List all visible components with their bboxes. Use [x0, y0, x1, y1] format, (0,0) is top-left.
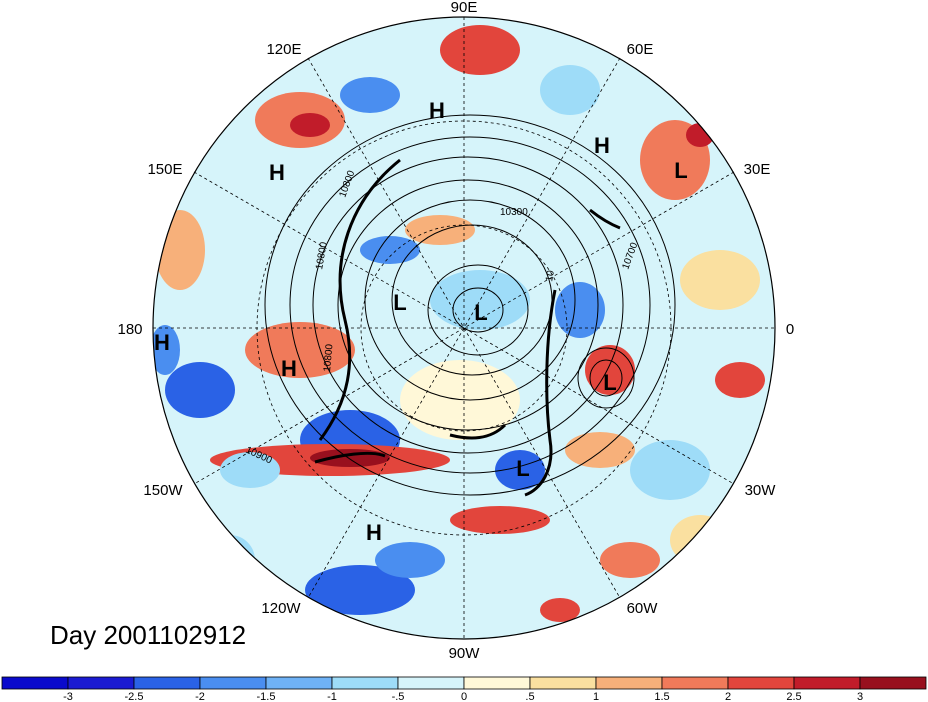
lon-label-0: 0: [786, 321, 794, 338]
contour-label: 10: [544, 269, 557, 282]
day-title: Day 2001102912: [50, 620, 247, 650]
high-marker: H: [429, 98, 445, 123]
colorbar-tick-label: -1: [327, 691, 337, 702]
polar-stereographic-map: 90E 60E 30E 0 30W 60W 90W 120W 150W 180 …: [117, 0, 794, 662]
colorbar-tick-label: 3: [857, 691, 863, 702]
colorbar-box: [331, 676, 399, 690]
colorbar-box: [463, 676, 531, 690]
low-marker: L: [393, 290, 406, 315]
jet-contours: [314, 158, 621, 497]
colorbar-tick-label: -.5: [392, 691, 405, 702]
colorbar-box: [727, 676, 795, 690]
colorbar-box: [793, 676, 861, 690]
colorbar-tick-label: 2.5: [786, 691, 801, 702]
lon-label-120w: 120W: [261, 600, 301, 617]
graticule: [153, 17, 775, 639]
colorbar-box: [199, 676, 267, 690]
low-marker: L: [516, 456, 529, 481]
lon-label-120e: 120E: [266, 41, 301, 58]
contour-label: 10800: [322, 343, 335, 372]
high-marker: H: [269, 160, 285, 185]
colorbar-box: [529, 676, 597, 690]
colorbar-tick-label: .5: [525, 691, 534, 702]
high-marker: H: [154, 330, 170, 355]
colorbar-tick-label: 0: [461, 691, 467, 702]
high-marker: H: [594, 133, 610, 158]
low-marker: L: [474, 300, 487, 325]
colorbar-box: [859, 676, 927, 690]
colorbar-box: [661, 676, 729, 690]
colorbar-boxes: [1, 676, 927, 690]
colorbar-labels: -3 -2.5 -2 -1.5 -1 -.5 0 .5 1 1.5 2 2.5 3: [63, 691, 863, 702]
lon-label-150w: 150W: [143, 482, 183, 499]
lon-label-60e: 60E: [627, 41, 654, 58]
colorbar-box: [67, 676, 135, 690]
low-marker: L: [603, 370, 616, 395]
high-marker: H: [281, 356, 297, 381]
longitude-labels: 90E 60E 30E 0 30W 60W 90W 120W 150W 180 …: [117, 0, 794, 662]
lon-label-30e: 30E: [744, 161, 771, 178]
colorbar-tick-label: -2: [195, 691, 205, 702]
contour-label: 10800: [314, 241, 330, 271]
low-marker: L: [674, 158, 687, 183]
height-contours: [264, 114, 676, 496]
colorbar-box: [133, 676, 201, 690]
map-boundary: [152, 16, 776, 640]
lon-label-60w: 60W: [627, 600, 659, 617]
colorbar-box: [595, 676, 663, 690]
lon-label-30w: 30W: [745, 482, 777, 499]
colorbar-tick-label: 2: [725, 691, 731, 702]
pressure-system-markers: H H H L L L H H L L H: [154, 98, 688, 545]
lon-label-90e: 90E: [451, 0, 478, 16]
colorbar-tick-label: -2.5: [125, 691, 144, 702]
colorbar-box: [1, 676, 69, 690]
high-marker: H: [366, 520, 382, 545]
colorbar-tick-label: -1.5: [257, 691, 276, 702]
colorbar-box: [265, 676, 333, 690]
colorbar-box: [397, 676, 465, 690]
colorbar-tick-label: -3: [63, 691, 73, 702]
lon-label-180: 180: [117, 321, 142, 338]
colorbar-tick-label: 1: [593, 691, 599, 702]
lon-label-90w: 90W: [449, 645, 481, 662]
lon-label-150e: 150E: [147, 161, 182, 178]
colorbar: -3 -2.5 -2 -1.5 -1 -.5 0 .5 1 1.5 2 2.5 3: [1, 676, 927, 702]
contour-label: 10300: [500, 207, 528, 218]
colorbar-tick-label: 1.5: [654, 691, 669, 702]
